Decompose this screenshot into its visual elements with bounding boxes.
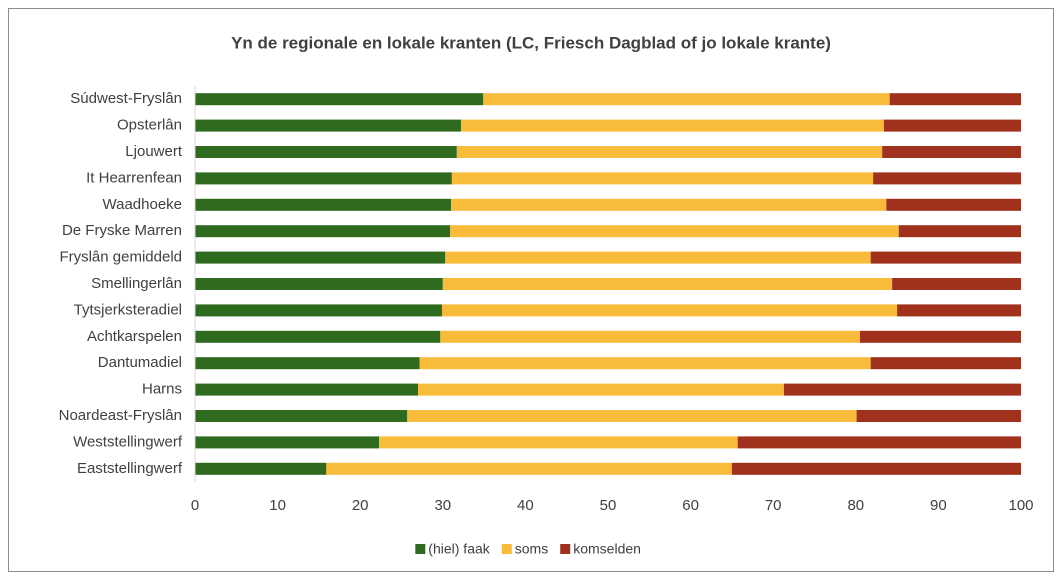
bar-segment <box>441 304 898 317</box>
bar-segment <box>195 383 419 396</box>
bar-segment <box>195 410 408 422</box>
bar-segment <box>731 462 1021 475</box>
bar-segment <box>195 330 441 343</box>
x-tick-label: 10 <box>269 497 286 514</box>
bar-segment <box>445 251 871 264</box>
bar-segment <box>195 198 452 211</box>
bar-segment <box>195 304 442 317</box>
x-tick-label: 0 <box>191 497 199 514</box>
bar-segment <box>195 146 457 158</box>
x-tick-label: 90 <box>930 497 947 514</box>
bar-segment <box>326 462 732 475</box>
bar-segment <box>451 198 887 211</box>
bar-segment <box>737 436 1021 449</box>
x-tick-label: 30 <box>434 497 451 514</box>
bar-segment <box>859 330 1021 343</box>
y-tick-label: Fryslân gemiddeld <box>59 249 182 266</box>
bar-segment <box>195 278 443 290</box>
legend-swatch <box>501 544 512 554</box>
y-tick-label: Ljouwert <box>125 143 183 160</box>
bar-segment <box>886 198 1021 211</box>
bar-segment <box>873 172 1021 185</box>
y-tick-label: Tytsjerksteradiel <box>74 301 182 318</box>
bar-segment <box>483 93 890 106</box>
y-tick-label: De Fryske Marren <box>62 222 182 239</box>
y-tick-label: Smellingerlân <box>91 275 182 292</box>
legend-swatch <box>560 544 571 554</box>
bar-segment <box>883 119 1021 132</box>
bar-segment <box>889 93 1021 106</box>
x-tick-label: 20 <box>352 497 369 514</box>
y-tick-label: Opsterlân <box>117 117 182 134</box>
y-tick-label: Súdwest-Fryslân <box>70 90 182 107</box>
bar-segment <box>195 462 327 475</box>
bar-segment <box>195 251 446 264</box>
chart-title: Yn de regionale en lokale kranten (LC, F… <box>231 33 831 52</box>
bar-segment <box>195 357 420 370</box>
bar-segment <box>450 225 899 238</box>
bar-segment <box>195 119 461 132</box>
bar-segment <box>195 225 451 238</box>
y-tick-label: Achtkarspelen <box>87 328 182 345</box>
x-tick-label: 40 <box>517 497 534 514</box>
y-tick-label: Weststellingwerf <box>73 433 183 450</box>
bar-segment <box>195 436 380 449</box>
bar-segment <box>897 304 1021 317</box>
bar-segment <box>451 172 874 185</box>
bar-segment <box>870 357 1021 370</box>
bar-segment <box>856 410 1021 422</box>
legend-label: komselden <box>573 541 641 557</box>
x-tick-label: 100 <box>1008 497 1033 514</box>
legend-swatch <box>415 544 426 554</box>
y-tick-label: Waadhoeke <box>103 196 183 213</box>
bar-segment <box>418 383 784 396</box>
bar-segment <box>195 93 484 106</box>
bar-segment <box>379 436 738 449</box>
y-tick-label: Eaststellingwerf <box>77 460 183 477</box>
bar-segment <box>456 146 883 158</box>
legend-label: soms <box>515 541 548 557</box>
y-tick-label: Harns <box>142 381 182 398</box>
bar-segment <box>892 278 1021 290</box>
x-tick-label: 80 <box>847 497 864 514</box>
x-tick-label: 50 <box>600 497 617 514</box>
x-tick-label: 60 <box>682 497 699 514</box>
bar-segment <box>870 251 1021 264</box>
y-tick-label: Noardeast-Fryslân <box>59 407 182 424</box>
y-tick-label: Dantumadiel <box>98 354 182 371</box>
bar-segment <box>898 225 1021 238</box>
legend-label: (hiel) faak <box>428 541 490 557</box>
bar-segment <box>440 330 860 343</box>
bar-segment <box>460 119 884 132</box>
bar-segment <box>195 172 452 185</box>
bar-segment <box>882 146 1021 158</box>
x-tick-label: 70 <box>765 497 782 514</box>
bar-segment <box>442 278 893 290</box>
y-tick-label: It Hearrenfean <box>86 169 182 186</box>
bar-segment <box>783 383 1021 396</box>
bar-segment <box>407 410 857 422</box>
bar-segment <box>419 357 871 370</box>
